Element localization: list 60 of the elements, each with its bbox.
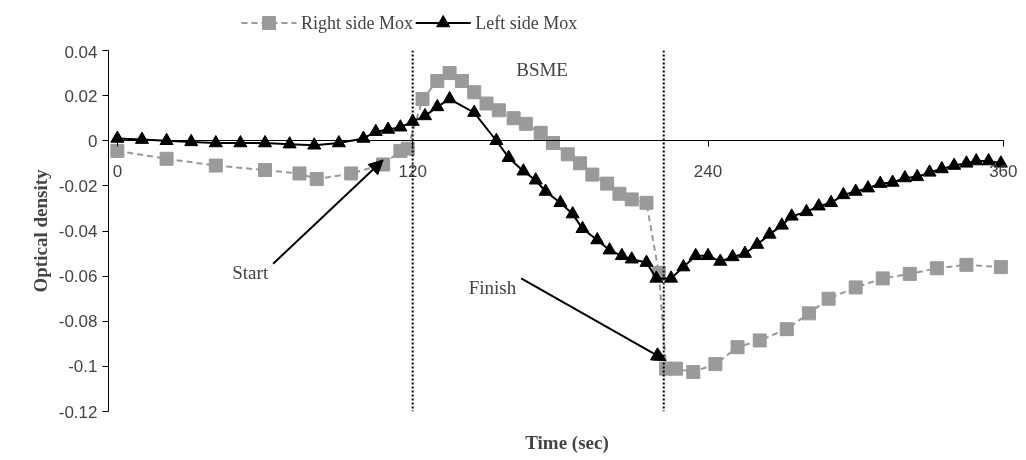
point — [779, 322, 794, 337]
legend-label: Right side Mox — [301, 13, 414, 33]
point — [533, 125, 548, 140]
point — [708, 357, 723, 372]
y-tick-label: -0.02 — [58, 176, 98, 196]
y-tick-label: -0.06 — [58, 267, 98, 287]
point — [730, 340, 745, 355]
y-tick-label: -0.1 — [68, 357, 98, 377]
point — [848, 280, 863, 295]
point — [993, 260, 1008, 275]
annotation: Start — [232, 262, 269, 284]
point — [430, 73, 445, 88]
x-tick-label: 120 — [398, 161, 427, 181]
point — [929, 261, 944, 276]
point — [159, 151, 174, 166]
y-tick-label: 0.02 — [64, 86, 98, 106]
point — [752, 333, 767, 348]
point — [801, 306, 816, 321]
point — [518, 116, 533, 131]
point — [506, 111, 521, 126]
legend-label: Left side Mox — [475, 13, 578, 33]
y-tick-label: 0.04 — [64, 42, 98, 62]
y-tick-label: 0 — [88, 131, 98, 151]
x-tick-label: 360 — [989, 161, 1018, 181]
point — [110, 143, 125, 158]
y-tick-label: -0.08 — [58, 312, 98, 332]
point — [639, 195, 654, 210]
point — [821, 291, 836, 306]
point — [560, 147, 575, 162]
x-axis-title: Time (sec) — [525, 431, 609, 454]
point — [491, 103, 506, 118]
point — [875, 271, 890, 286]
point — [400, 141, 415, 156]
point — [959, 257, 974, 272]
point — [669, 361, 684, 376]
annotation: Finish — [468, 276, 517, 298]
point — [415, 92, 430, 107]
point — [344, 166, 359, 181]
point — [612, 186, 627, 201]
y-tick-label: -0.04 — [58, 222, 98, 241]
y-axis-title: Optical density — [29, 169, 51, 293]
point — [454, 73, 469, 88]
point — [585, 167, 600, 182]
point — [902, 266, 917, 281]
x-tick-label: 0 — [112, 161, 123, 181]
point — [479, 96, 494, 111]
x-tick-label: 240 — [693, 161, 723, 181]
point — [600, 176, 615, 191]
annotation: BSME — [516, 58, 568, 80]
point — [258, 163, 273, 178]
point — [467, 85, 482, 100]
point — [442, 66, 457, 81]
point — [208, 158, 223, 173]
point — [686, 365, 701, 380]
point — [309, 172, 324, 187]
point — [292, 166, 307, 181]
point — [573, 156, 588, 171]
point — [545, 136, 560, 151]
point — [624, 192, 639, 207]
y-tick-label: -0.12 — [58, 402, 98, 422]
